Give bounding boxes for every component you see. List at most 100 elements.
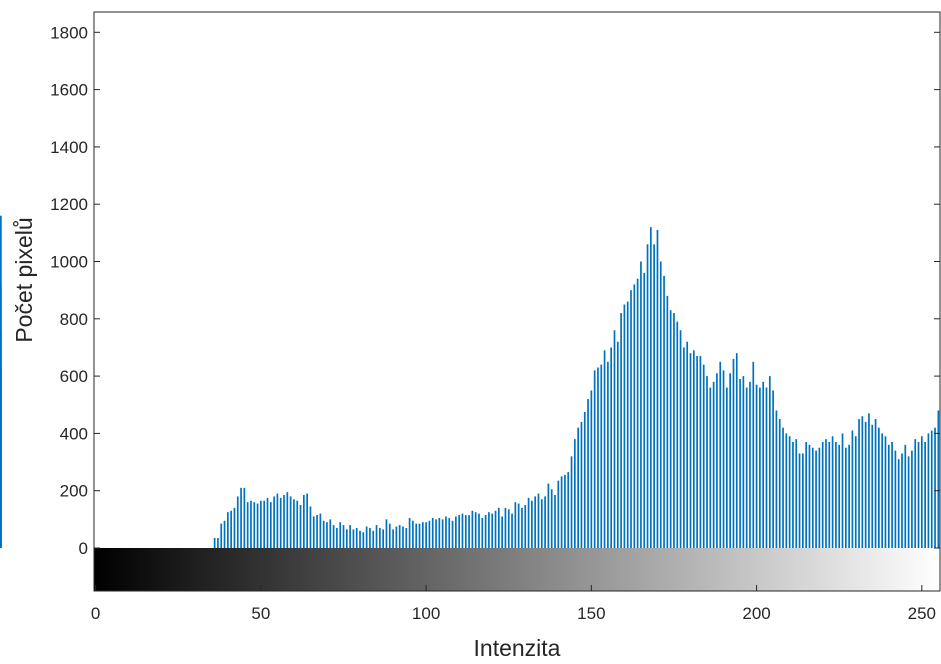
- histogram-bar: [878, 427, 880, 548]
- histogram-bar: [567, 472, 570, 548]
- histogram-bar: [497, 507, 500, 548]
- histogram-bar: [564, 474, 566, 548]
- histogram-bar: [458, 515, 461, 548]
- histogram-bar: [474, 512, 477, 548]
- histogram-bar: [917, 442, 920, 548]
- y-tick-label: 400: [60, 424, 88, 443]
- histogram-bar: [217, 537, 219, 548]
- intensity-colorbar: [94, 548, 940, 591]
- histogram-bar: [607, 361, 609, 548]
- histogram-bar: [299, 505, 302, 548]
- histogram-bar: [276, 493, 279, 548]
- histogram-bar: [613, 330, 616, 548]
- histogram-bar: [233, 507, 236, 548]
- histogram-bar: [759, 387, 761, 548]
- histogram-bar: [223, 520, 226, 548]
- histogram-bar: [861, 416, 864, 548]
- histogram-bar: [891, 442, 893, 548]
- y-tick-label: 800: [60, 310, 88, 329]
- histogram-bar: [547, 483, 550, 548]
- histogram-bar: [372, 530, 375, 548]
- x-tick-label: 50: [251, 604, 270, 623]
- histogram-bar: [828, 442, 831, 548]
- histogram-bar: [924, 442, 926, 548]
- x-tick-label: 100: [412, 604, 440, 623]
- histogram-bar: [405, 527, 408, 548]
- histogram-bar: [392, 529, 394, 548]
- y-tick-label: 600: [60, 367, 88, 386]
- histogram-bar: [256, 503, 259, 548]
- histogram-bar: [534, 496, 537, 548]
- histogram-bar: [620, 313, 622, 548]
- histogram-bar: [590, 390, 593, 548]
- histogram-bar: [550, 489, 553, 548]
- histogram-bar: [312, 516, 315, 548]
- histogram-bar: [858, 419, 860, 548]
- histogram-bar: [398, 525, 401, 548]
- histogram-bar: [388, 523, 391, 548]
- histogram-bar: [649, 227, 652, 548]
- histogram-bar: [230, 510, 232, 548]
- histogram-bar: [494, 510, 497, 548]
- y-tick-label: 200: [60, 482, 88, 501]
- histogram-bar: [610, 347, 613, 548]
- histogram-bar: [749, 381, 751, 548]
- histogram-bar: [911, 450, 913, 548]
- histogram-bar: [844, 447, 847, 548]
- histogram-bar: [326, 522, 328, 548]
- histogram-bar: [772, 390, 774, 548]
- histogram-bar: [712, 381, 715, 548]
- x-tick-label: 0: [91, 604, 100, 623]
- histogram-bar: [709, 387, 712, 548]
- histogram-bar: [914, 439, 917, 548]
- histogram-bar: [755, 384, 758, 548]
- histogram-bar: [484, 515, 487, 548]
- histogram-bar: [692, 350, 695, 548]
- histogram-bar: [881, 433, 884, 548]
- histogram-bar: [451, 520, 454, 548]
- histogram-bar: [934, 427, 936, 548]
- histogram-bar: [554, 495, 556, 548]
- histogram-bar: [415, 523, 418, 548]
- histogram-bar: [379, 527, 381, 548]
- y-tick-label: 1400: [50, 138, 88, 157]
- histogram-bar: [699, 356, 702, 548]
- histogram-bar: [739, 378, 741, 548]
- histogram-bar: [765, 387, 768, 548]
- histogram-bar: [742, 376, 745, 548]
- histogram-bar: [927, 433, 930, 548]
- histogram-bar: [517, 503, 520, 548]
- histogram-bar: [689, 353, 692, 548]
- histogram-bar: [669, 310, 672, 548]
- histogram-bar: [349, 525, 351, 548]
- histogram-bar: [593, 370, 596, 548]
- histogram-bar: [775, 410, 778, 548]
- histogram-bar: [702, 364, 705, 548]
- histogram-bar: [455, 516, 457, 548]
- x-axis-label: Intenzita: [474, 635, 561, 661]
- histogram-bar: [279, 497, 282, 548]
- histogram-bar: [488, 512, 490, 548]
- histogram-bar: [603, 350, 606, 548]
- histogram-bar: [293, 499, 295, 548]
- y-tick-label: 1200: [50, 195, 88, 214]
- histogram-bar: [798, 453, 801, 548]
- histogram-bar: [633, 284, 636, 548]
- histogram-bar: [729, 373, 731, 548]
- histogram-bar: [600, 364, 603, 548]
- histogram-bar: [752, 361, 755, 548]
- histogram-bar: [421, 522, 424, 548]
- histogram-bar: [802, 453, 804, 548]
- histogram-bar: [623, 304, 626, 548]
- histogram-bar: [768, 376, 771, 548]
- histogram-bar: [448, 517, 451, 548]
- histogram-bar: [785, 433, 788, 548]
- histogram-bar: [531, 500, 533, 548]
- histogram-bar: [818, 447, 821, 548]
- histogram-bar: [322, 520, 325, 548]
- histogram-bar: [792, 442, 794, 548]
- histogram-bar: [640, 261, 642, 548]
- histogram-bar: [570, 456, 573, 548]
- histogram-bar: [445, 516, 447, 548]
